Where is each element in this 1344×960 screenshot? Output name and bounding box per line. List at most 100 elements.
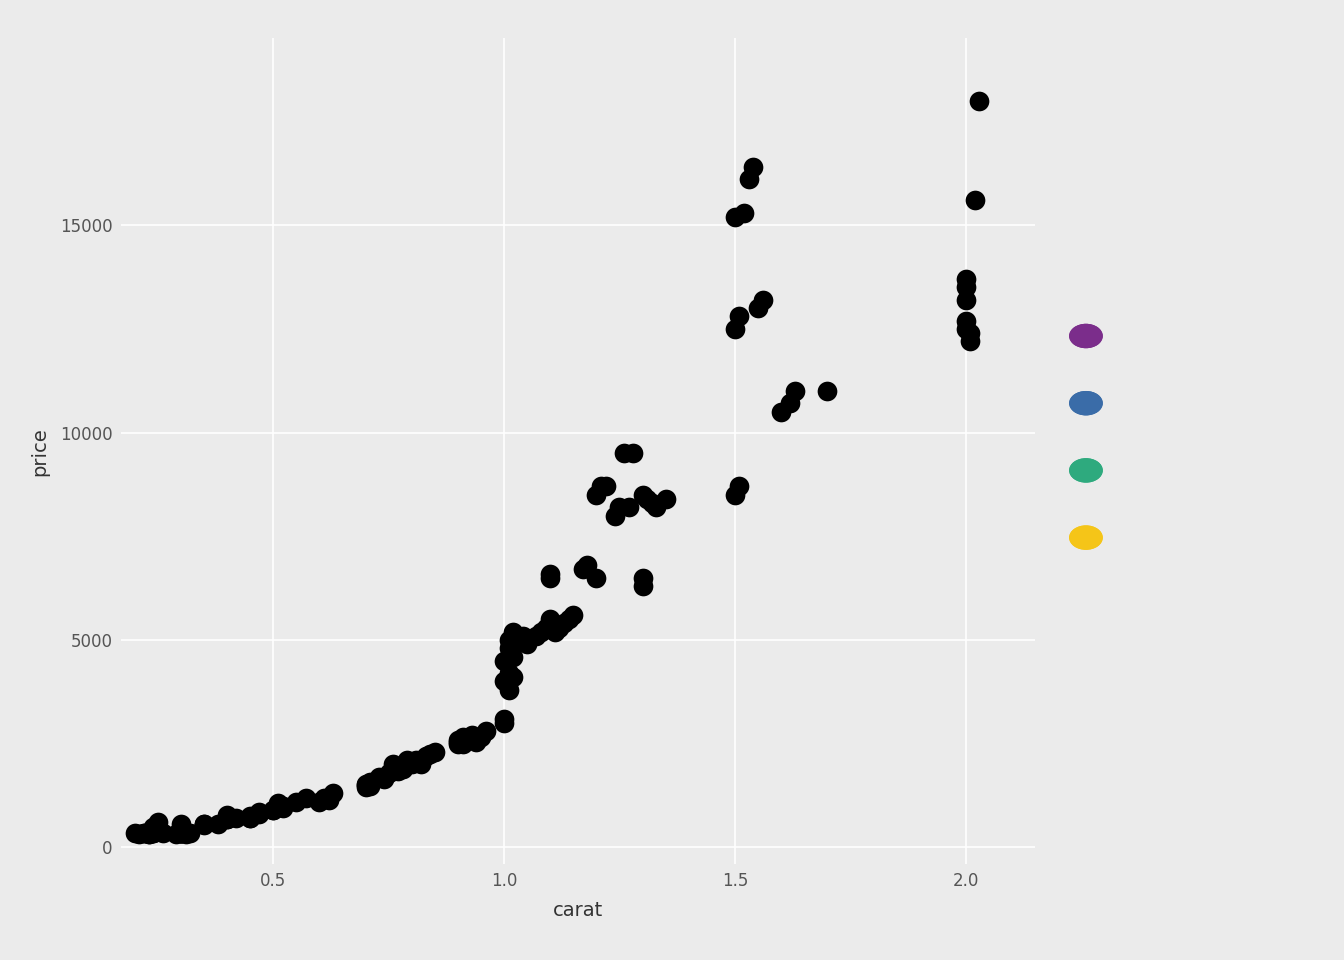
- Point: [497, 682, 519, 697]
- Point: [142, 826, 164, 841]
- Point: [632, 578, 653, 593]
- Point: [249, 804, 270, 820]
- Point: [724, 322, 746, 337]
- Point: [171, 826, 192, 841]
- Point: [138, 826, 160, 841]
- Point: [387, 763, 409, 779]
- Point: [239, 808, 261, 824]
- Point: [632, 487, 653, 502]
- Point: [294, 790, 316, 805]
- Point: [262, 803, 284, 818]
- Point: [503, 670, 524, 685]
- Point: [262, 803, 284, 818]
- Point: [239, 810, 261, 826]
- Point: [207, 817, 228, 832]
- Point: [406, 753, 427, 768]
- Point: [497, 640, 519, 656]
- Point: [548, 620, 570, 636]
- Point: [493, 653, 515, 668]
- Point: [175, 826, 196, 841]
- Point: [138, 826, 160, 841]
- Point: [465, 734, 487, 750]
- Point: [138, 827, 160, 842]
- Point: [751, 292, 773, 307]
- Point: [142, 819, 164, 834]
- Point: [539, 612, 560, 627]
- Point: [461, 728, 482, 743]
- Point: [544, 624, 566, 639]
- Point: [724, 209, 746, 225]
- Text: Very Good: Very Good: [1116, 395, 1202, 412]
- Point: [535, 620, 556, 636]
- Point: [180, 826, 202, 841]
- Point: [194, 817, 215, 832]
- Point: [503, 649, 524, 664]
- Point: [355, 777, 376, 792]
- Point: [493, 715, 515, 731]
- Y-axis label: price: price: [30, 427, 48, 475]
- Point: [124, 826, 145, 841]
- Point: [448, 732, 469, 747]
- Point: [770, 404, 792, 420]
- Point: [355, 780, 376, 795]
- Point: [493, 674, 515, 689]
- Point: [271, 800, 293, 815]
- Point: [470, 730, 492, 745]
- Point: [415, 749, 437, 764]
- Point: [194, 817, 215, 832]
- Point: [969, 93, 991, 108]
- Point: [954, 292, 976, 307]
- Point: [368, 769, 390, 784]
- Point: [383, 756, 405, 772]
- Point: [171, 826, 192, 841]
- Point: [960, 333, 981, 348]
- Point: [171, 826, 192, 841]
- Point: [313, 790, 335, 805]
- Point: [171, 826, 192, 841]
- Point: [452, 736, 473, 752]
- Point: [595, 479, 617, 494]
- Point: [171, 826, 192, 841]
- Point: [359, 779, 380, 794]
- Point: [448, 734, 469, 750]
- Point: [539, 570, 560, 586]
- Point: [286, 794, 308, 809]
- Point: [497, 665, 519, 681]
- Point: [457, 732, 478, 747]
- Point: [539, 565, 560, 581]
- Point: [152, 826, 173, 841]
- Point: [954, 322, 976, 337]
- Point: [309, 794, 331, 809]
- Point: [138, 825, 160, 840]
- Point: [165, 826, 187, 841]
- Point: [503, 624, 524, 639]
- Point: [194, 817, 215, 832]
- Point: [425, 744, 446, 759]
- Point: [391, 761, 413, 777]
- Point: [577, 558, 598, 573]
- Point: [743, 159, 765, 175]
- Point: [171, 816, 192, 831]
- Point: [249, 806, 270, 822]
- Point: [954, 279, 976, 295]
- Point: [816, 383, 837, 398]
- Point: [734, 205, 755, 221]
- Point: [448, 736, 469, 752]
- Point: [641, 495, 663, 511]
- Point: [512, 628, 534, 643]
- Point: [632, 570, 653, 586]
- Point: [378, 765, 399, 780]
- Text: Ideal: Ideal: [1116, 529, 1156, 546]
- Point: [622, 445, 644, 461]
- Point: [133, 826, 155, 841]
- Text: cut: cut: [1062, 269, 1093, 288]
- Point: [728, 479, 750, 494]
- Point: [142, 826, 164, 841]
- Point: [609, 499, 630, 515]
- Point: [618, 499, 640, 515]
- Point: [323, 786, 344, 802]
- Point: [554, 615, 575, 631]
- Point: [516, 636, 538, 652]
- Point: [133, 826, 155, 841]
- X-axis label: carat: carat: [552, 901, 603, 921]
